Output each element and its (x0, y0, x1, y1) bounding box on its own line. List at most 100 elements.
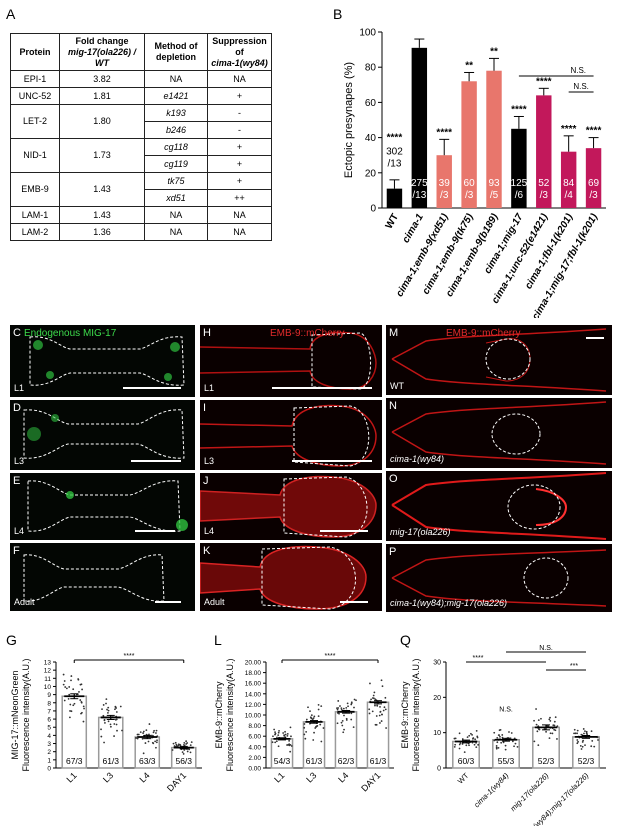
table-row: NID-1 1.73 cg118 + (10, 138, 272, 173)
data-point (345, 706, 348, 709)
data-point (145, 729, 148, 732)
data-point (103, 718, 106, 721)
data-point (142, 752, 145, 755)
data-point (274, 731, 276, 734)
data-point (510, 732, 513, 734)
data-point (151, 734, 153, 737)
data-point (579, 744, 582, 747)
micrograph-c: Endogenous MIG-17 C L1 (10, 325, 195, 397)
y-tick-label: 0 (437, 766, 441, 773)
data-point (286, 734, 289, 737)
data-point (156, 739, 158, 742)
data-point (136, 737, 139, 740)
bar (536, 95, 552, 208)
panel-letter-d: D (13, 402, 21, 414)
bar (511, 128, 527, 208)
micrograph-i: I L3 (200, 400, 382, 470)
data-point (69, 703, 72, 706)
x-tick-label: L1 (65, 770, 79, 784)
data-point (576, 739, 579, 741)
panel-letter-o: O (389, 473, 398, 485)
data-point (105, 698, 108, 701)
data-point (476, 735, 479, 738)
data-point (496, 741, 499, 744)
data-point (77, 678, 80, 681)
data-point (345, 717, 348, 720)
data-point (62, 683, 65, 686)
data-point (290, 735, 292, 738)
data-point (580, 748, 583, 750)
y-tick-label: 8 (47, 700, 51, 707)
cell-supp: + (207, 172, 272, 190)
n-label: 55/3 (498, 756, 515, 766)
y-tick-label: 4.00 (248, 744, 261, 751)
n-label: 61/3 (102, 756, 119, 766)
comparison-label: *** (570, 663, 578, 670)
panel-letter-k: K (203, 545, 211, 557)
data-point (498, 729, 501, 732)
data-point (113, 723, 116, 725)
data-point (79, 699, 82, 701)
data-point (337, 700, 340, 702)
data-point (114, 708, 116, 711)
data-point (274, 741, 277, 744)
data-point (536, 730, 539, 733)
data-point (172, 742, 175, 745)
data-point (585, 730, 588, 733)
data-point (350, 701, 353, 704)
scale-bar (135, 530, 175, 532)
stage-label: L4 (204, 526, 215, 536)
data-point (459, 742, 462, 744)
data-point (516, 745, 519, 748)
data-point (137, 733, 140, 736)
worm-outline (391, 328, 607, 392)
data-point (115, 723, 118, 726)
data-point (376, 704, 379, 707)
data-point (350, 703, 353, 706)
y-axis-label: Fluorescence intensity(A.U.) (225, 658, 235, 771)
cell-method: NA (144, 70, 208, 88)
data-point (183, 742, 186, 744)
significance-label: ** (465, 60, 473, 71)
n-label: 125 (511, 178, 528, 189)
x-tick-label: L3 (101, 770, 115, 784)
data-point (581, 745, 584, 748)
data-point (537, 719, 540, 722)
data-point (155, 741, 158, 744)
table-row: xd51 ++ (11, 189, 272, 207)
cell-method: NA (144, 206, 208, 224)
header-method: Method of depletion (144, 33, 208, 71)
data-point (556, 738, 558, 740)
data-point (375, 715, 378, 717)
data-point (468, 734, 471, 737)
data-point (70, 679, 72, 682)
data-point (142, 730, 145, 733)
data-point (368, 712, 371, 715)
cell-supp: + (207, 138, 272, 156)
comparison-label: **** (325, 653, 336, 660)
data-point (284, 730, 286, 733)
data-point (545, 730, 547, 733)
data-point (461, 743, 464, 745)
panel-letter-p: P (389, 546, 397, 558)
micrograph-k: K Adult (200, 543, 382, 611)
worm-outline (391, 549, 607, 607)
data-point (469, 732, 472, 735)
data-point (79, 683, 82, 686)
y-tick-label: 0 (370, 204, 376, 215)
data-point (584, 730, 586, 733)
data-point (461, 738, 464, 740)
data-point (303, 726, 306, 729)
panel-letter-q: Q (400, 632, 411, 648)
data-point (549, 720, 552, 722)
data-point (373, 691, 376, 694)
data-point (313, 715, 316, 718)
data-point (313, 731, 315, 734)
x-tick-label: WT (456, 771, 471, 786)
data-point (511, 740, 514, 743)
data-point (309, 710, 311, 713)
data-point (337, 707, 340, 709)
data-point (113, 735, 115, 737)
data-point (533, 740, 536, 743)
y-tick-label: 7 (47, 708, 51, 715)
